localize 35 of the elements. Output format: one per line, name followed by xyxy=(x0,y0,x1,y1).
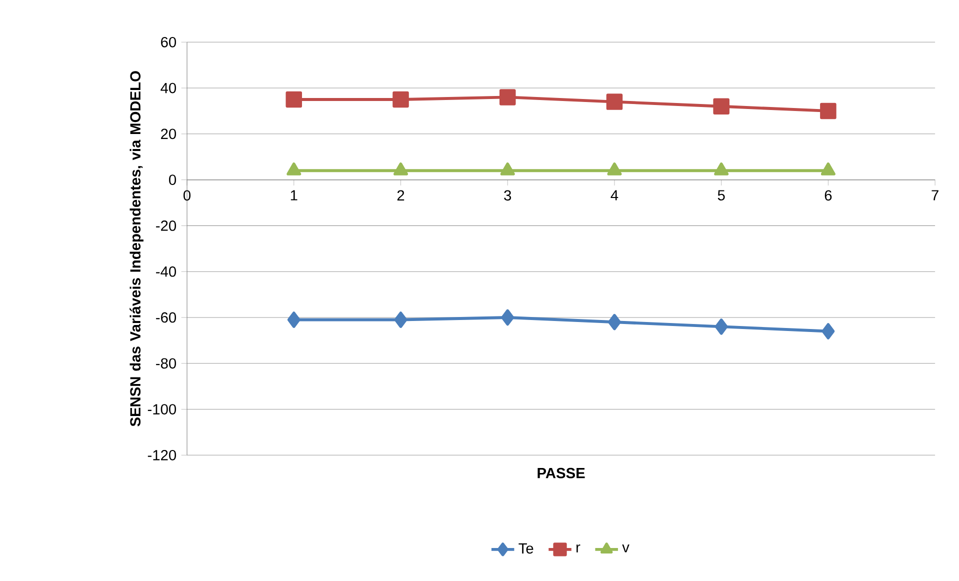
x-axis-title: PASSE xyxy=(538,468,585,478)
point xyxy=(820,102,836,120)
point xyxy=(286,91,302,108)
y-tick-label: -120 xyxy=(148,450,176,460)
x-tick-label: 4 xyxy=(610,190,618,200)
legend-label: v xyxy=(622,544,630,552)
x-tick-label: 1 xyxy=(290,190,298,200)
y-tick-label: -60 xyxy=(156,312,176,323)
x-tick-label: 6 xyxy=(824,190,832,201)
y-tick-label: 60 xyxy=(161,36,176,48)
point xyxy=(714,318,728,335)
y-tick-label: 20 xyxy=(161,128,176,140)
x-tick-label: 5 xyxy=(718,190,725,200)
point xyxy=(501,309,514,326)
point xyxy=(287,312,300,328)
point xyxy=(499,89,516,106)
y-tick-label: -100 xyxy=(148,404,176,414)
x-tick-label: 0 xyxy=(184,190,191,201)
point xyxy=(606,94,623,110)
point xyxy=(608,314,621,330)
legend-label: Te xyxy=(518,543,534,554)
y-tick-label: -80 xyxy=(156,358,176,369)
y-tick-label: -40 xyxy=(156,266,176,277)
y-tick-label: 0 xyxy=(169,174,176,185)
y-tick-label: -20 xyxy=(156,220,176,231)
point xyxy=(822,323,835,340)
point xyxy=(394,312,408,328)
point xyxy=(713,98,730,114)
x-tick-label: 2 xyxy=(397,190,404,200)
y-axis-title: SENSN das Variáveis Independentes, via MODELO xyxy=(130,71,144,426)
y-tick-label: 40 xyxy=(160,82,176,94)
point xyxy=(392,91,409,108)
x-tick-label: 3 xyxy=(504,190,512,201)
legend-label: r xyxy=(576,544,580,552)
x-tick-label: 7 xyxy=(932,190,938,200)
